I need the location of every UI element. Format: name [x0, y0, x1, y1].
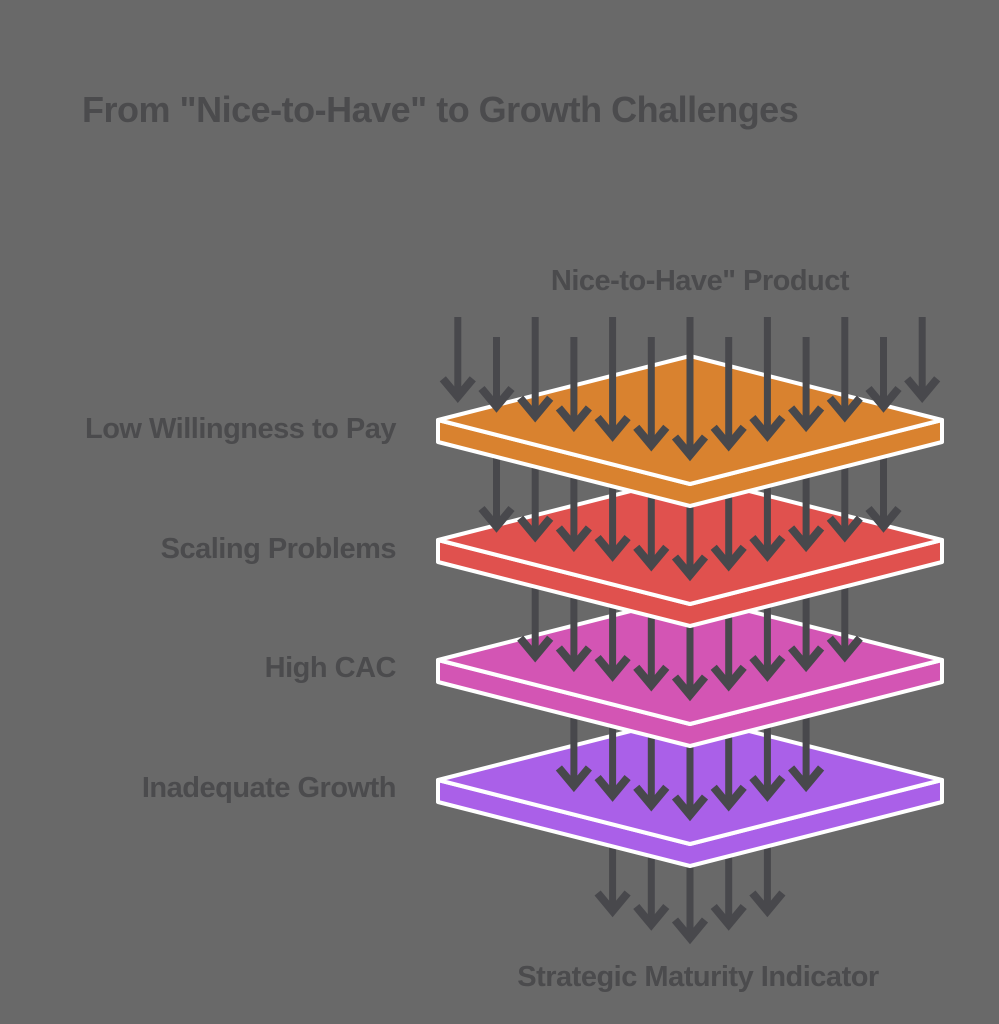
flow-arrow-head — [478, 505, 515, 533]
flow-arrow-head — [826, 635, 863, 663]
flow-arrow-head — [594, 655, 631, 682]
flow-arrow-head — [749, 775, 786, 802]
flow-arrow-head — [633, 424, 670, 452]
layer-label-low-willingness-to-pay: Low Willingness to Pay — [84, 413, 397, 445]
input-label: Nice-to-Have" Product — [550, 265, 850, 297]
flow-arrow-head — [594, 890, 631, 918]
flow-arrow-head — [633, 784, 670, 812]
flow-arrow-head — [517, 635, 554, 663]
flow-arrow-head — [671, 434, 709, 462]
flow-arrow-head — [710, 664, 747, 692]
layer-label-inadequate-growth: Inadequate Growth — [141, 772, 397, 804]
flow-arrow-head — [749, 415, 786, 442]
flow-arrow-head — [555, 645, 592, 673]
flow-arrow-head — [555, 525, 592, 553]
page-title: From "Nice-to-Have" to Growth Challenges — [82, 89, 799, 130]
flow-arrow-head — [594, 535, 631, 562]
flow-arrow-head — [865, 505, 902, 533]
flow-arrow-head — [710, 424, 747, 452]
layer-label-high-cac: High CAC — [264, 652, 397, 684]
flow-arrow-head — [865, 385, 902, 413]
flow-arrow-head — [788, 645, 825, 673]
output-label: Strategic Maturity Indicator — [517, 961, 879, 993]
flow-arrow-head — [749, 655, 786, 682]
flow-arrow-head — [633, 903, 670, 931]
flow-arrow-head — [555, 405, 592, 433]
flow-arrow-head — [710, 784, 747, 812]
flow-arrow-head — [594, 775, 631, 802]
flow-arrow-head — [710, 544, 747, 572]
flow-arrow-head — [749, 890, 786, 918]
flow-arrow-head — [826, 395, 863, 423]
flow-arrow-head — [826, 515, 863, 543]
flow-arrow-head — [904, 376, 941, 404]
flow-arrow-head — [478, 385, 515, 413]
flow-arrow-head — [710, 903, 747, 931]
flow-arrow-head — [671, 554, 709, 582]
flow-arrow-head — [671, 917, 709, 945]
flow-arrow-head — [788, 765, 825, 793]
flow-arrow-head — [788, 525, 825, 553]
flow-arrow-head — [633, 544, 670, 572]
layer-label-scaling-problems: Scaling Problems — [160, 533, 397, 565]
flow-arrow-head — [671, 794, 709, 822]
flow-arrow-head — [555, 765, 592, 793]
flow-arrow-head — [749, 535, 786, 562]
flow-arrow-head — [594, 415, 631, 442]
flow-arrow-head — [517, 515, 554, 543]
flow-arrow-head — [633, 664, 670, 692]
flow-arrow-head — [788, 405, 825, 433]
flow-arrow-head — [671, 674, 709, 702]
flow-arrow-head — [517, 395, 554, 423]
flow-arrow-head — [439, 376, 476, 404]
